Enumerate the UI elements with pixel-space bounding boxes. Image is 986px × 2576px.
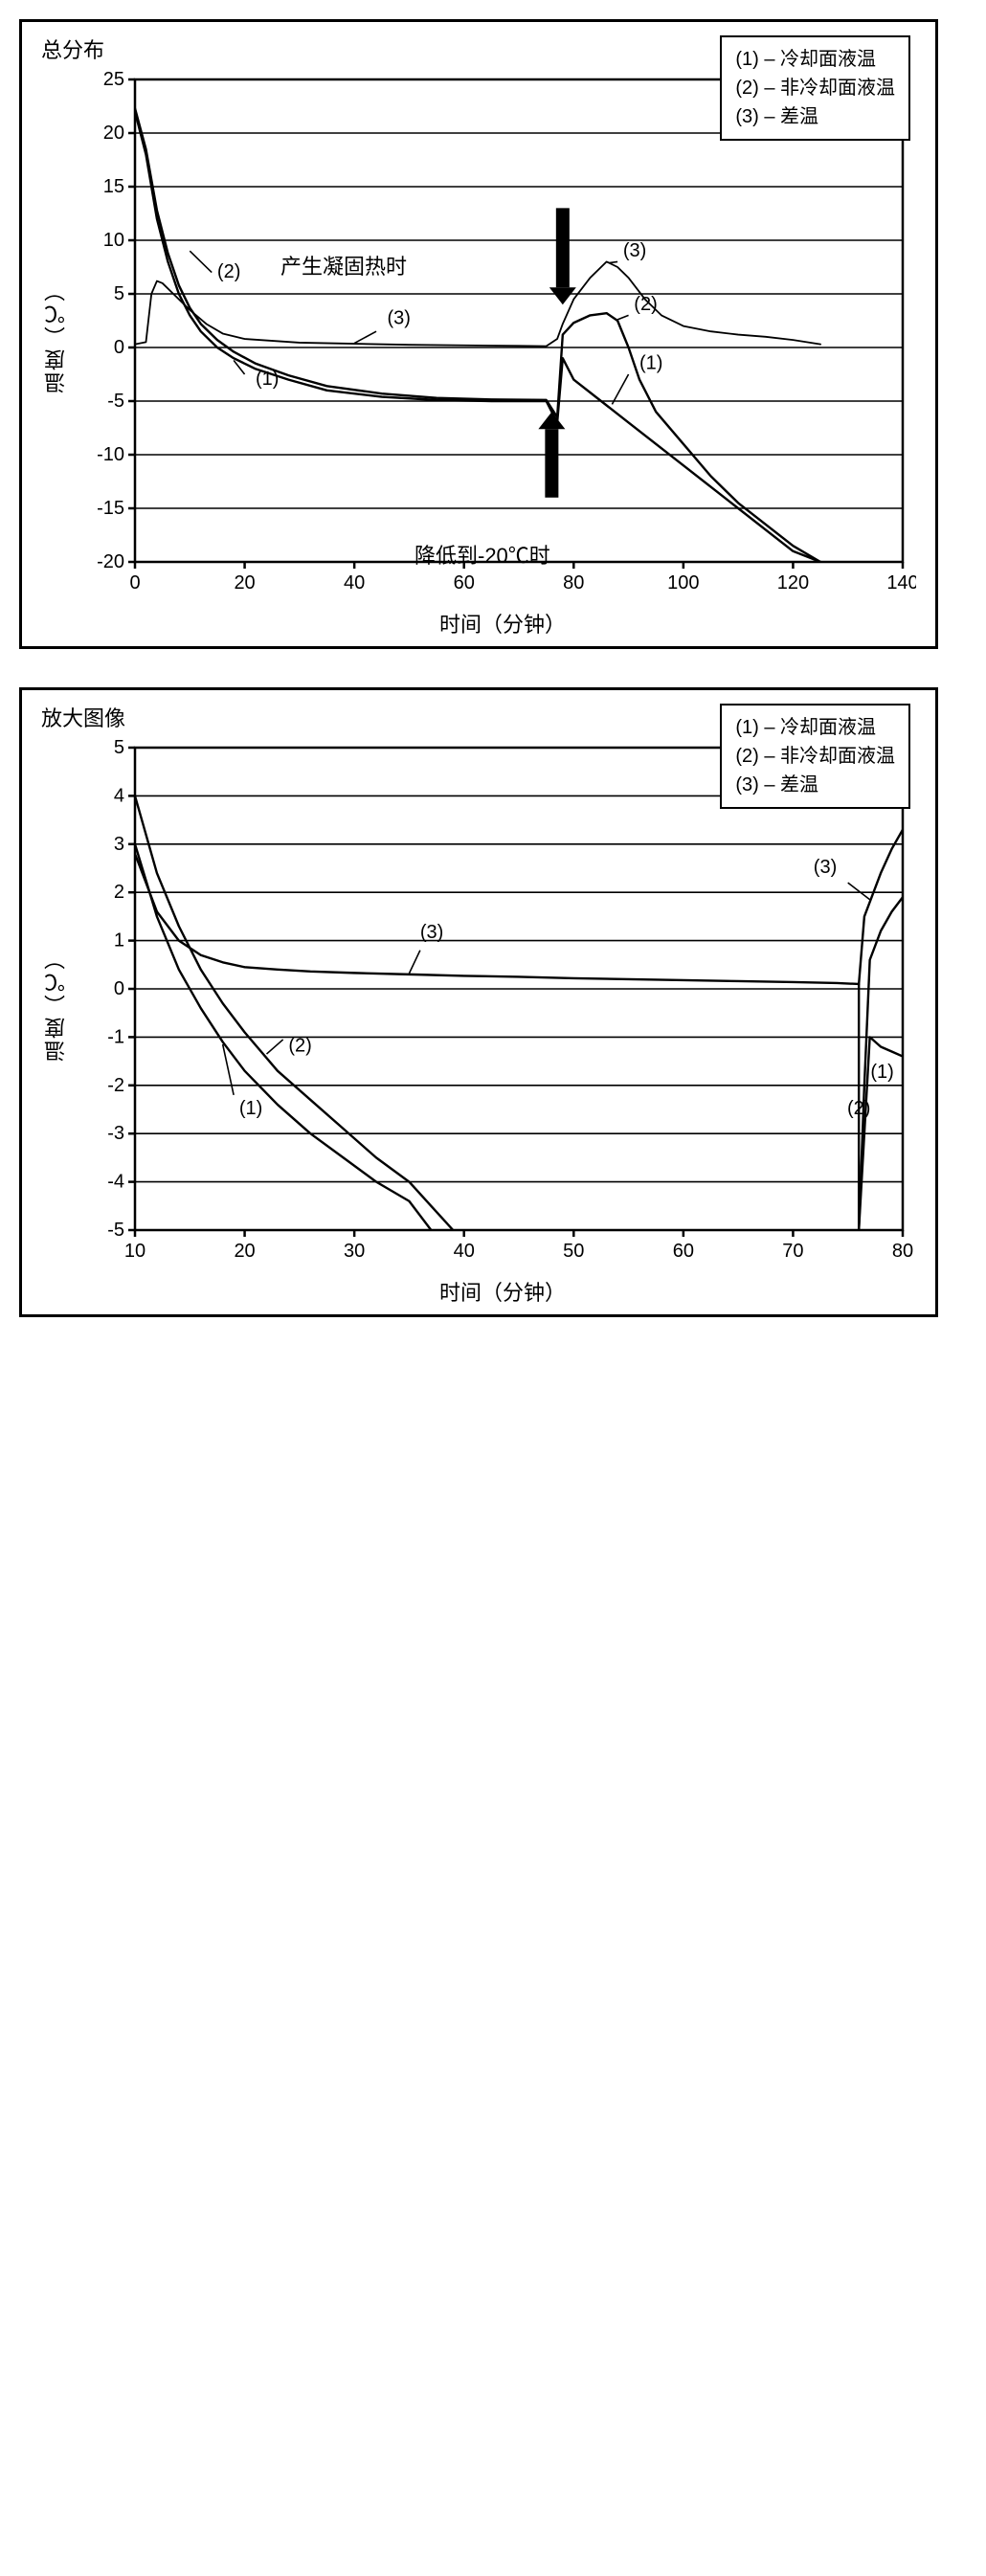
chart-top-xlabel: 时间（分钟） (41, 608, 916, 638)
legend-item: (2) – 非冷却面液温 (735, 74, 895, 102)
legend-item: (3) – 差温 (735, 102, 895, 131)
svg-text:(1): (1) (870, 1062, 893, 1083)
legend-item: (2) – 非冷却面液温 (735, 742, 895, 771)
svg-text:0: 0 (114, 337, 124, 358)
svg-text:120: 120 (777, 572, 809, 594)
svg-text:-1: -1 (107, 1026, 124, 1047)
svg-text:40: 40 (454, 1241, 475, 1262)
svg-text:(2): (2) (217, 261, 240, 282)
legend-item: (1) – 冷却面液温 (735, 45, 895, 74)
svg-text:(1): (1) (639, 352, 662, 373)
svg-text:(2): (2) (288, 1036, 311, 1057)
svg-text:50: 50 (563, 1241, 584, 1262)
svg-text:70: 70 (782, 1241, 803, 1262)
svg-text:40: 40 (344, 572, 365, 594)
svg-text:80: 80 (892, 1241, 913, 1262)
svg-text:30: 30 (344, 1241, 365, 1262)
svg-text:1: 1 (114, 930, 124, 952)
legend-item: (1) – 冷却面液温 (735, 713, 895, 742)
svg-text:(2): (2) (634, 294, 657, 315)
svg-text:(1): (1) (256, 369, 279, 390)
svg-text:(3): (3) (420, 922, 443, 943)
svg-text:(1): (1) (239, 1098, 262, 1119)
annotation-solidification: 产生凝固热时 (280, 250, 407, 280)
chart-top: 总分布 (1) – 冷却面液温 (2) – 非冷却面液温 (3) – 差温 产生… (19, 19, 938, 649)
legend-item: (3) – 差温 (735, 771, 895, 799)
svg-text:5: 5 (114, 283, 124, 304)
chart-bottom-xlabel: 时间（分钟） (41, 1276, 916, 1307)
svg-text:15: 15 (103, 176, 124, 197)
svg-text:0: 0 (129, 572, 140, 594)
svg-text:-3: -3 (107, 1123, 124, 1144)
svg-text:20: 20 (103, 123, 124, 144)
svg-text:(3): (3) (623, 240, 646, 261)
svg-text:25: 25 (103, 69, 124, 90)
chart-bottom-legend: (1) – 冷却面液温 (2) – 非冷却面液温 (3) – 差温 (720, 704, 910, 809)
svg-text:140: 140 (886, 572, 916, 594)
svg-text:4: 4 (114, 785, 124, 806)
svg-text:-2: -2 (107, 1075, 124, 1096)
svg-text:20: 20 (234, 572, 255, 594)
chart-bottom-plot: -5 -4 -3 -2 -1 0 1 2 3 4 5 10 20 30 40 50 60 70 80 (1) (2) (3… (78, 736, 916, 1272)
chart-top-plot: -20 -15 -10 -5 0 5 10 15 20 25 0 20 40 60 80 100 120 140 (… (78, 68, 916, 604)
svg-text:20: 20 (234, 1241, 255, 1262)
chart-top-ylabel: 温度（℃） (41, 279, 72, 393)
svg-text:2: 2 (114, 882, 124, 903)
svg-text:-20: -20 (97, 551, 124, 572)
svg-text:(3): (3) (814, 857, 837, 878)
svg-text:5: 5 (114, 737, 124, 758)
svg-text:0: 0 (114, 978, 124, 999)
svg-text:60: 60 (454, 572, 475, 594)
chart-top-legend: (1) – 冷却面液温 (2) – 非冷却面液温 (3) – 差温 (720, 35, 910, 141)
svg-text:10: 10 (103, 230, 124, 251)
svg-text:-15: -15 (97, 498, 124, 519)
chart-bottom: 放大图像 (1) – 冷却面液温 (2) – 非冷却面液温 (3) – 差温 温… (19, 687, 938, 1317)
svg-text:(3): (3) (388, 307, 411, 328)
chart-bottom-ylabel: 温度（℃） (41, 947, 72, 1062)
svg-text:-10: -10 (97, 444, 124, 465)
svg-text:10: 10 (124, 1241, 146, 1262)
svg-text:-5: -5 (107, 1220, 124, 1241)
annotation-minus20: 降低到-20℃时 (415, 539, 550, 570)
svg-text:80: 80 (563, 572, 584, 594)
svg-text:-5: -5 (107, 391, 124, 412)
svg-text:3: 3 (114, 834, 124, 855)
svg-text:-4: -4 (107, 1172, 124, 1193)
svg-text:60: 60 (673, 1241, 694, 1262)
svg-text:100: 100 (667, 572, 699, 594)
